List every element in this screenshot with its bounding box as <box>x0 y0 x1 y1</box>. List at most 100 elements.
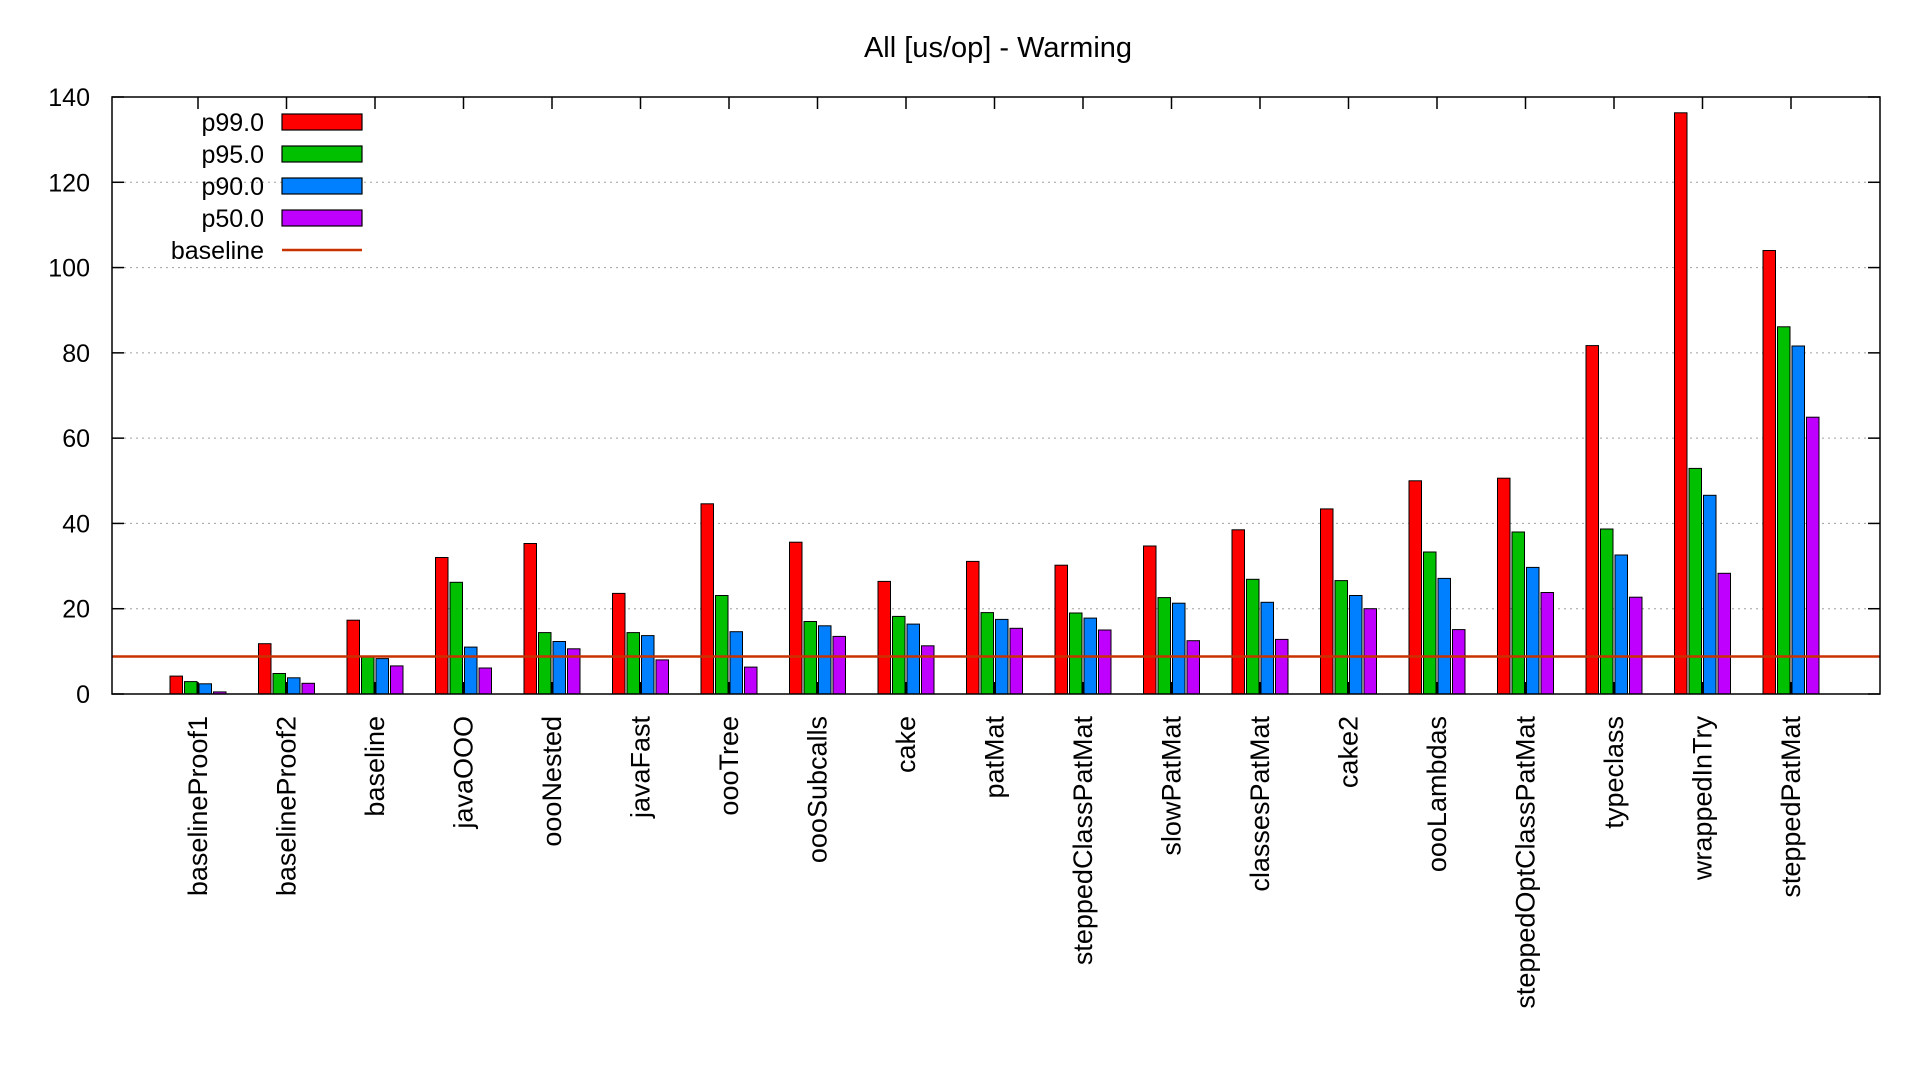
legend-label: baseline <box>171 237 264 265</box>
bar-p99.0-typeclass <box>1585 345 1599 695</box>
bar-p99.0-oooSubcalls <box>789 541 803 695</box>
x-category-label: steppedOptClassPatMat <box>1511 716 1541 1009</box>
y-tick-label: 40 <box>62 510 90 538</box>
legend: p99.0 p95.0 p90.0 p50.0 baseline <box>171 109 363 265</box>
bar-p50.0-oooLambdas <box>1452 629 1466 695</box>
bar-p99.0-oooTree <box>700 503 714 695</box>
bar-p90.0-slowPatMat <box>1172 602 1186 695</box>
x-category-label: oooNested <box>537 716 567 847</box>
bar-p50.0-cake <box>921 645 935 695</box>
x-category-label: javaOOO <box>449 716 479 830</box>
bar-p95.0-javaFast <box>626 632 640 695</box>
bar-p50.0-cake2 <box>1363 608 1377 695</box>
bar-p95.0-baseline <box>361 656 375 695</box>
bar-p50.0-javaOOO <box>478 667 492 695</box>
bar-p90.0-oooNested <box>552 641 566 695</box>
bar-p99.0-slowPatMat <box>1143 545 1157 695</box>
y-tick-label: 0 <box>76 681 90 709</box>
bar-p99.0-steppedClassPatMat <box>1054 564 1068 695</box>
bar-p50.0-oooSubcalls <box>832 635 846 695</box>
x-category-label: oooLambdas <box>1422 716 1452 872</box>
bar-p99.0-steppedOptClassPatMat <box>1497 477 1511 695</box>
bar-p95.0-cake <box>892 615 906 695</box>
x-category-label: cake2 <box>1334 716 1364 788</box>
bar-p99.0-classesPatMat <box>1231 529 1245 695</box>
legend-swatch <box>281 209 363 227</box>
bar-p95.0-oooTree <box>715 595 729 695</box>
bar-p95.0-baselineProof2 <box>272 673 286 695</box>
legend-swatch <box>281 145 363 163</box>
x-category-label: baselineProof1 <box>183 716 213 896</box>
x-category-label: classesPatMat <box>1245 716 1275 892</box>
bar-p50.0-classesPatMat <box>1275 638 1289 695</box>
x-category-label: steppedPatMat <box>1776 716 1806 898</box>
bar-p95.0-oooLambdas <box>1423 551 1437 695</box>
x-category-label: wrappedInTry <box>1688 716 1718 882</box>
bar-p50.0-steppedPatMat <box>1806 416 1820 695</box>
plot-frame <box>111 96 1881 695</box>
bar-p90.0-oooTree <box>729 631 743 695</box>
bar-p50.0-steppedClassPatMat <box>1098 629 1112 695</box>
bar-p95.0-typeclass <box>1600 528 1614 695</box>
legend-label: p99.0 <box>201 109 264 137</box>
y-tick-label: 100 <box>48 255 90 283</box>
bar-p90.0-javaFast <box>641 635 655 695</box>
bar-p90.0-steppedPatMat <box>1791 345 1805 695</box>
bar-p90.0-steppedOptClassPatMat <box>1526 566 1540 695</box>
bar-p95.0-javaOOO <box>449 581 463 695</box>
y-tick-label: 120 <box>48 169 90 197</box>
bar-p90.0-typeclass <box>1614 554 1628 695</box>
bar-p99.0-oooLambdas <box>1408 480 1422 695</box>
bar-p99.0-cake2 <box>1320 508 1334 695</box>
bar-p90.0-oooSubcalls <box>818 625 832 695</box>
bar-p95.0-classesPatMat <box>1246 578 1260 695</box>
bar-p50.0-wrappedInTry <box>1717 572 1731 695</box>
x-category-label: oooTree <box>714 716 744 816</box>
bar-p99.0-wrappedInTry <box>1674 112 1688 695</box>
bar-p50.0-steppedOptClassPatMat <box>1540 592 1554 695</box>
x-category-label: steppedClassPatMat <box>1068 716 1098 966</box>
bar-p90.0-javaOOO <box>464 646 478 695</box>
bar-p99.0-baselineProof1 <box>169 675 183 695</box>
bar-p90.0-cake <box>906 623 920 695</box>
x-category-label: baselineProof2 <box>272 716 302 896</box>
y-tick-label: 60 <box>62 425 90 453</box>
bar-p50.0-patMat <box>1009 627 1023 695</box>
legend-swatch <box>281 113 363 131</box>
bar-p99.0-steppedPatMat <box>1762 250 1776 695</box>
x-category-label: cake <box>891 716 921 773</box>
bar-p50.0-baselineProof2 <box>301 682 315 695</box>
x-category-label: slowPatMat <box>1157 716 1187 856</box>
bar-p99.0-javaOOO <box>435 557 449 695</box>
y-tick-label: 80 <box>62 340 90 368</box>
legend-label: p95.0 <box>201 141 264 169</box>
category-labels: baselineProof1 baselineProof2 baseline java… <box>183 716 1806 1009</box>
bar-p90.0-baselineProof1 <box>198 683 212 695</box>
bar-p50.0-typeclass <box>1629 596 1643 695</box>
bar-p99.0-oooNested <box>523 543 537 695</box>
bar-p99.0-cake <box>877 580 891 695</box>
bar-p95.0-oooNested <box>538 632 552 695</box>
bar-p50.0-baseline <box>390 665 404 695</box>
y-tick-label: 20 <box>62 596 90 624</box>
bar-p95.0-cake2 <box>1334 580 1348 695</box>
legend-swatch <box>281 177 363 195</box>
chart-title: All [us/op] - Warming <box>864 32 1132 64</box>
bar-p50.0-slowPatMat <box>1186 640 1200 695</box>
bar-p95.0-steppedOptClassPatMat <box>1511 531 1525 695</box>
x-category-label: baseline <box>360 716 390 817</box>
bar-p99.0-baselineProof2 <box>258 643 272 695</box>
bar-p95.0-patMat <box>980 612 994 695</box>
bar-p95.0-oooSubcalls <box>803 621 817 695</box>
bar-p90.0-classesPatMat <box>1260 601 1274 695</box>
bar-p90.0-cake2 <box>1349 595 1363 695</box>
bar-p95.0-steppedClassPatMat <box>1069 612 1083 695</box>
y-tick-label: 140 <box>48 84 90 112</box>
bar-p95.0-slowPatMat <box>1157 597 1171 695</box>
bar-p99.0-patMat <box>966 560 980 695</box>
axis-ticks: 0 20 40 60 80 100 120 140 <box>48 84 1880 709</box>
bar-p95.0-baselineProof1 <box>184 681 198 695</box>
bar-p90.0-baseline <box>375 658 389 695</box>
